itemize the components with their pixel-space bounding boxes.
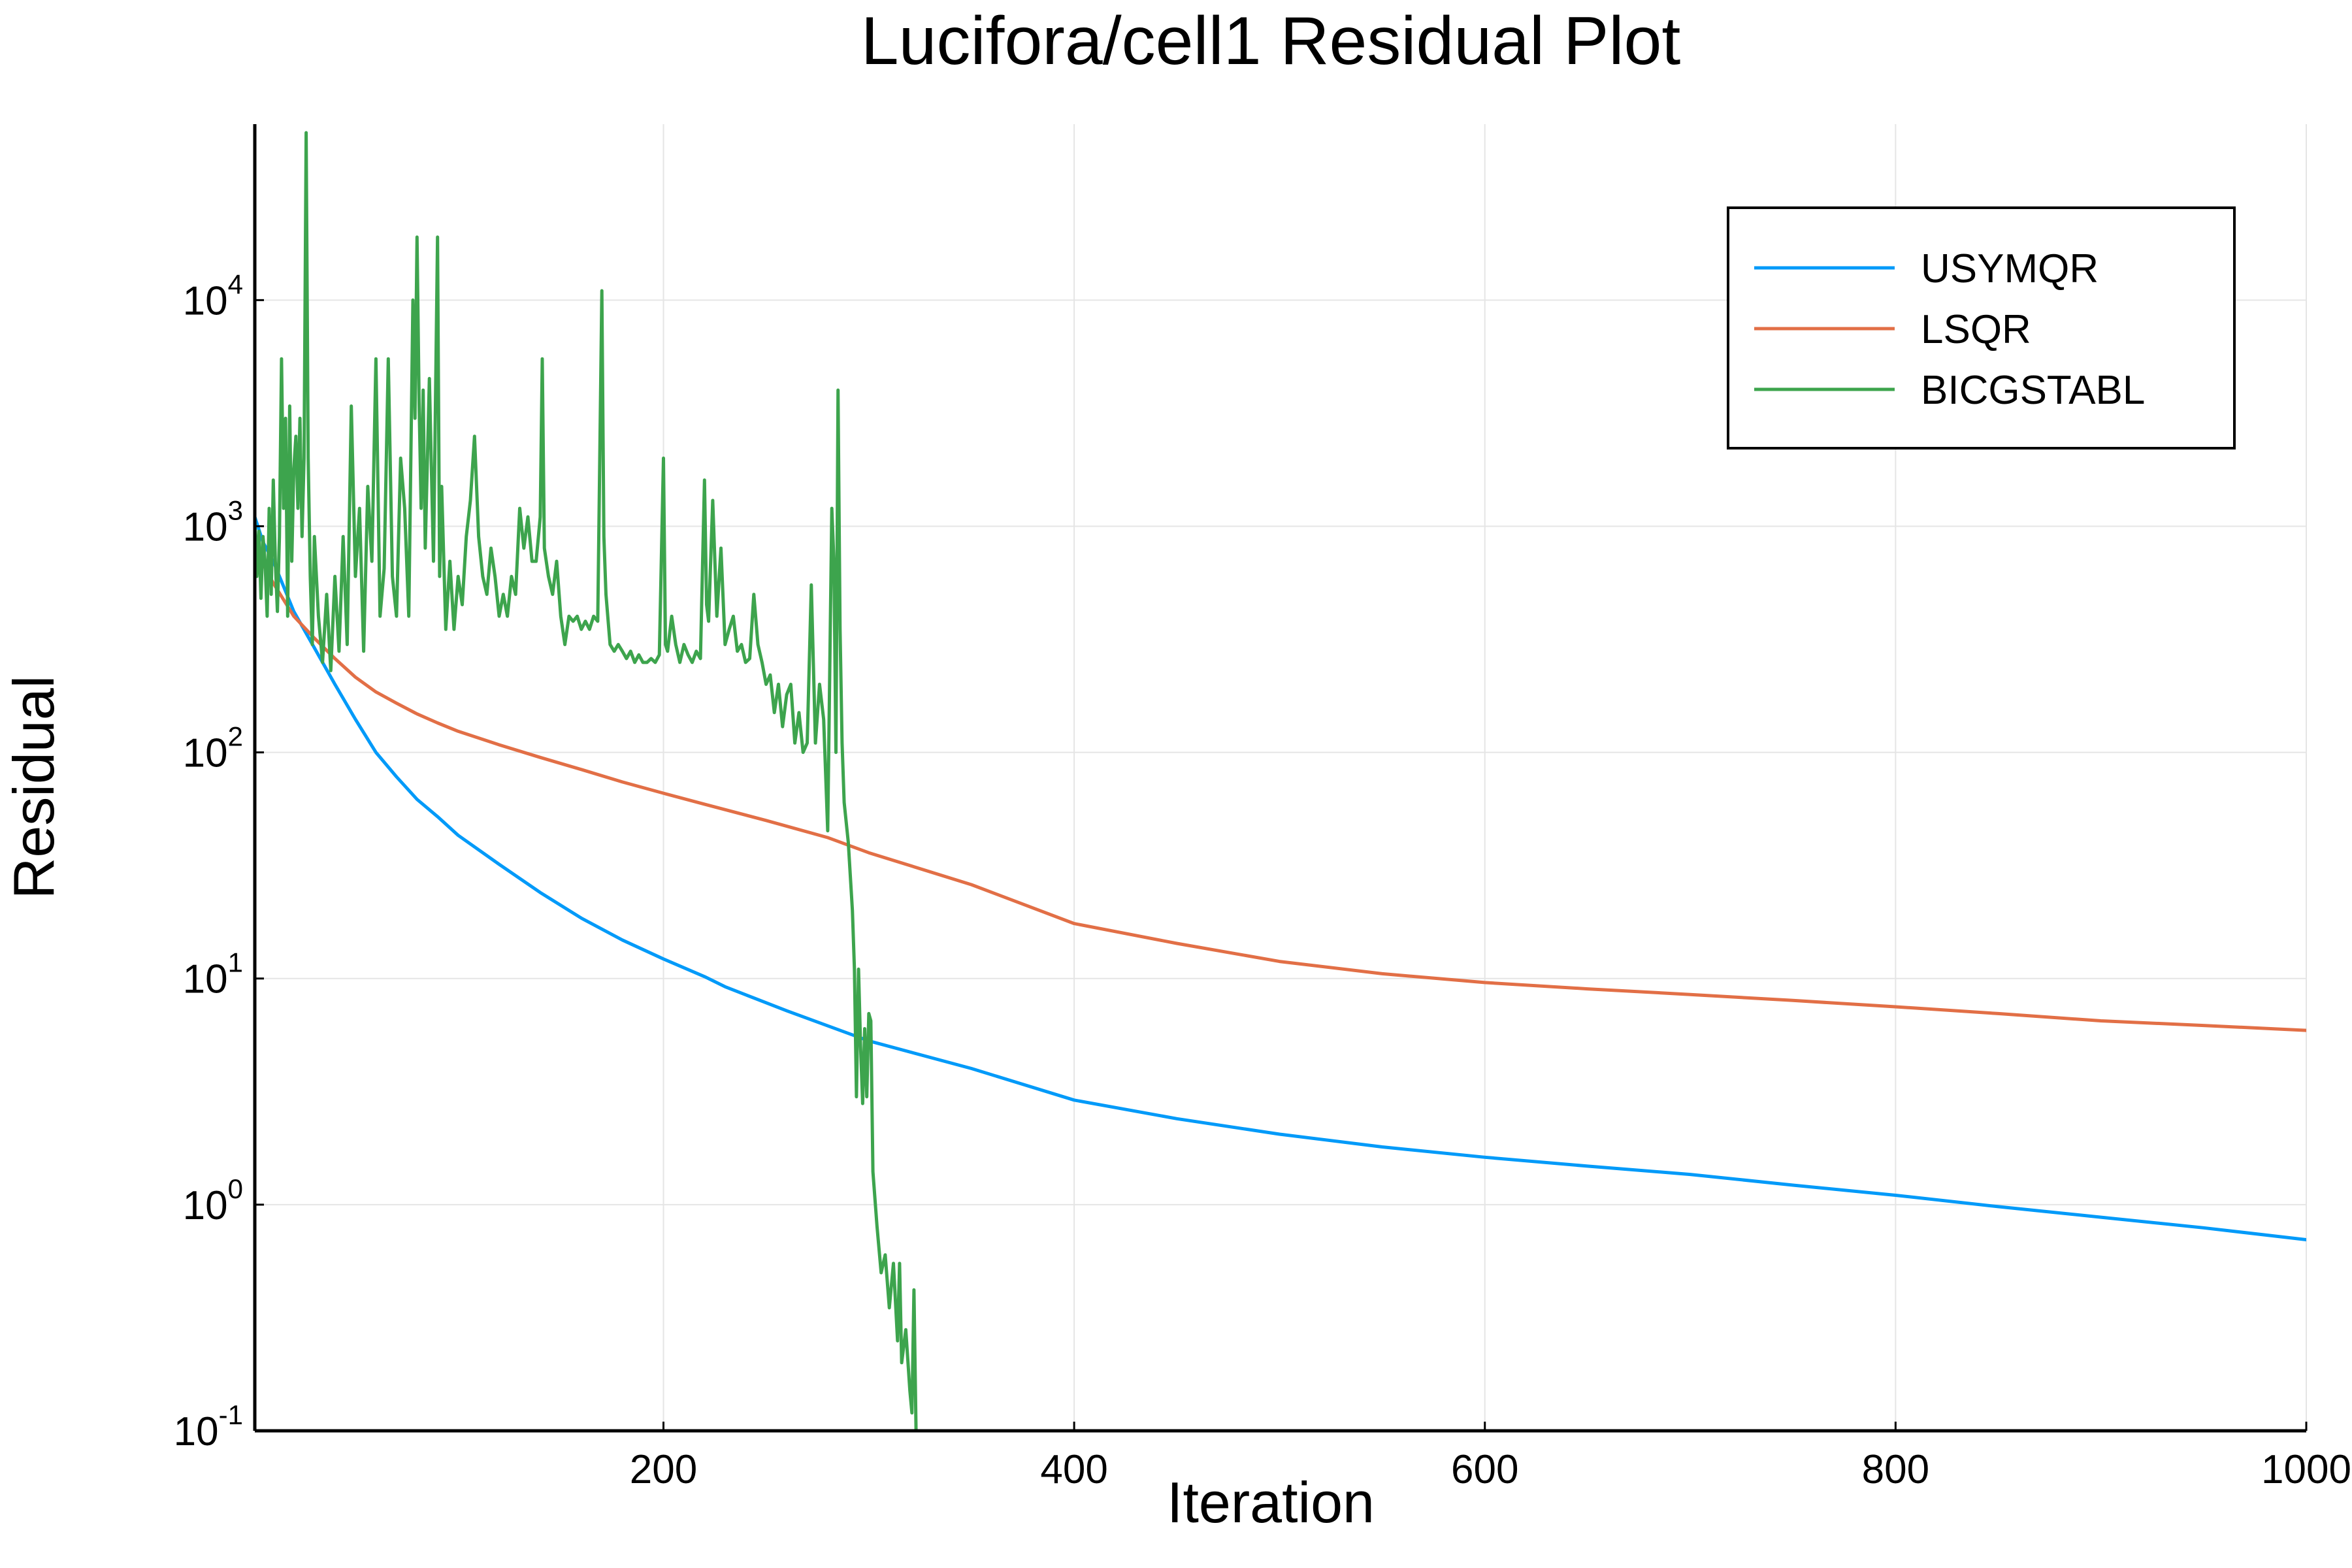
- y-tick-exponent: 0: [228, 1173, 243, 1204]
- legend-box: [1727, 206, 2236, 449]
- x-axis-ticks: 200 400 600 800 1000: [630, 1422, 2351, 1492]
- series-line-usymqr: [255, 515, 2306, 1241]
- y-tick-label: 103: [183, 495, 243, 549]
- y-tick-exponent: -1: [219, 1399, 243, 1430]
- series-lines: [255, 131, 2306, 1431]
- y-tick-exponent: 2: [228, 721, 243, 752]
- x-tick-label: 400: [1040, 1447, 1107, 1492]
- y-tick-label: 100: [183, 1173, 243, 1228]
- x-tick-label: 200: [630, 1447, 697, 1492]
- y-tick-base: 10: [183, 278, 228, 323]
- y-tick-exponent: 3: [228, 495, 243, 525]
- y-tick-base: 10: [174, 1409, 219, 1454]
- x-tick-label: 1000: [2261, 1447, 2351, 1492]
- y-tick-exponent: 1: [228, 947, 243, 978]
- legend-label: USYMQR: [1921, 246, 2099, 291]
- y-tick-label: 102: [183, 721, 243, 776]
- legend-label: BICGSTABL: [1921, 368, 2145, 413]
- chart-title: Lucifora/cell1 Residual Plot: [861, 3, 1681, 79]
- legend: USYMQR LSQR BICGSTABL: [1727, 206, 2236, 449]
- y-tick-label: 101: [183, 947, 243, 1002]
- x-axis-label: Iteration: [1167, 1470, 1375, 1535]
- axes: [253, 124, 2306, 1433]
- series-line-lsqr: [255, 546, 2306, 1032]
- x-tick-label: 800: [1862, 1447, 1929, 1492]
- y-tick-label: 104: [183, 269, 243, 323]
- series-line-bicgstabl: [255, 131, 918, 1431]
- y-tick-base: 10: [183, 504, 228, 549]
- legend-label: LSQR: [1921, 307, 2031, 352]
- x-tick-label: 600: [1451, 1447, 1518, 1492]
- y-tick-exponent: 4: [228, 269, 243, 299]
- y-tick-base: 10: [183, 1183, 228, 1228]
- y-tick-base: 10: [183, 957, 228, 1002]
- y-tick-base: 10: [183, 731, 228, 776]
- y-tick-label: 10-1: [174, 1399, 243, 1454]
- y-axis-label: Residual: [1, 676, 66, 899]
